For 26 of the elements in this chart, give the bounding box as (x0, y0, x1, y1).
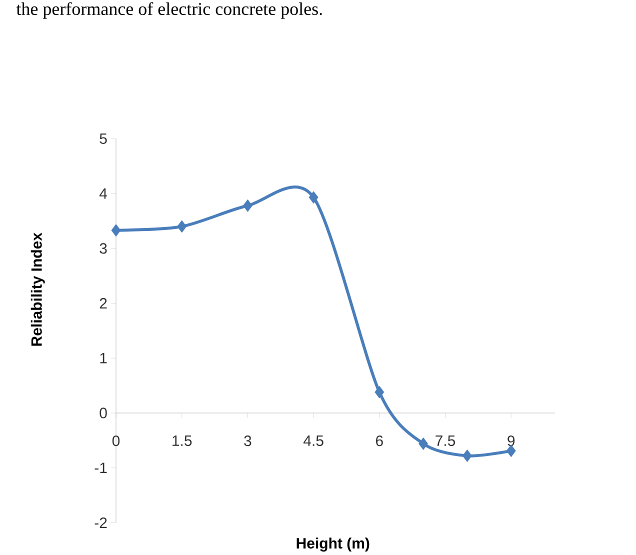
y-tick-label: -1 (94, 462, 107, 474)
x-tick-label: 6 (376, 436, 383, 446)
y-tick-label: 4 (99, 188, 108, 199)
y-tick-label: 0 (100, 408, 107, 418)
point (242, 199, 252, 212)
point (308, 191, 318, 204)
point (506, 444, 516, 458)
y-axis-title: Reliability Index (30, 232, 45, 346)
point (418, 437, 428, 450)
x-tick-label: 1.5 (172, 436, 192, 446)
x-tick-label: 4.5 (303, 436, 324, 446)
x-axis-title: Height (m) (296, 538, 370, 552)
y-tick-label: -2 (94, 517, 107, 528)
x-tick-label: 3 (244, 436, 252, 446)
point (177, 220, 187, 233)
y-tick-label: 3 (100, 243, 107, 254)
y-tick-label: 2 (100, 298, 107, 309)
y-tick-label: 1 (100, 352, 107, 364)
point (374, 386, 384, 398)
point (111, 224, 121, 237)
x-tick-label: 9 (508, 436, 515, 446)
x-tick-label: 7.5 (436, 436, 456, 446)
y-tick-label: 5 (100, 133, 107, 144)
x-tick-label: 0 (112, 436, 120, 446)
point (462, 450, 472, 462)
text: the performance of electric concrete poles. (16, 2, 322, 19)
